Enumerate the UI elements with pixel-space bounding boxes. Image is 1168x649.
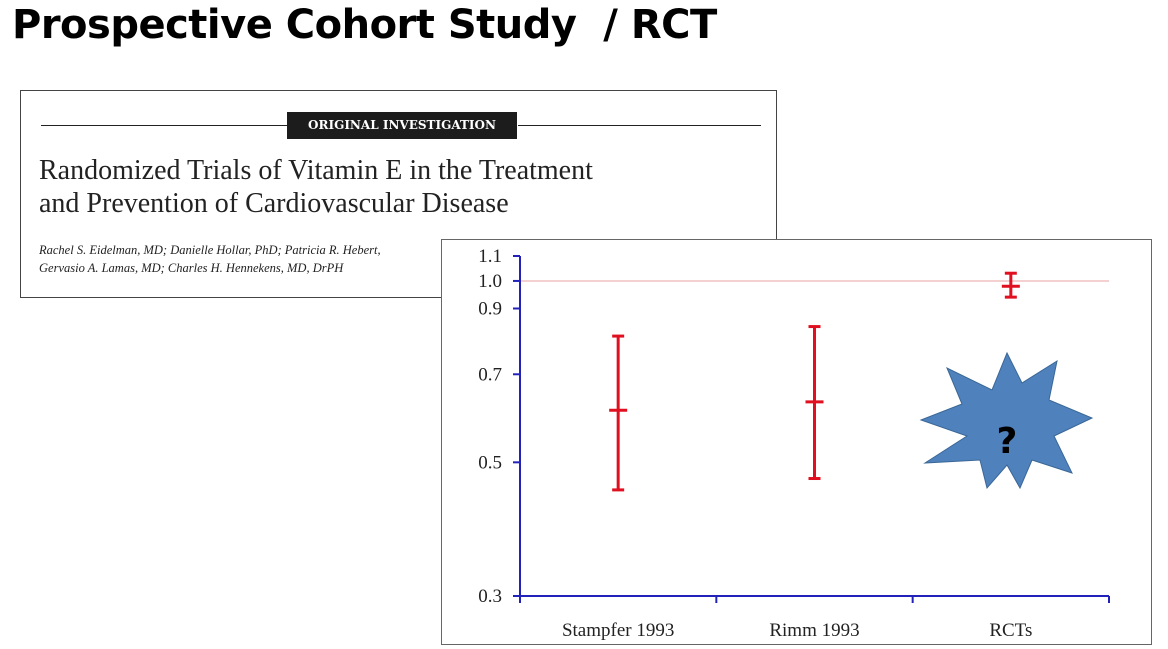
error-bar [805, 325, 824, 481]
x-tick-label: Rimm 1993 [769, 620, 859, 641]
header-rule-right [518, 125, 761, 126]
paper-authors: Rachel S. Eidelman, MD; Danielle Hollar,… [39, 241, 459, 277]
y-tick-label: 1.1 [478, 246, 502, 267]
slide-title: Prospective Cohort Study / RCT [12, 2, 717, 48]
y-ticks: 0.3 0.5 0.7 0.9 1.0 1.1 [478, 246, 520, 607]
x-ticks: Stampfer 1993 Rimm 1993 RCTs [519, 596, 1110, 641]
paper-header-card: ORIGINAL INVESTIGATION Randomized Trials… [20, 90, 777, 298]
y-tick-label: 0.9 [478, 299, 502, 320]
error-bar [609, 334, 628, 492]
original-investigation-badge: ORIGINAL INVESTIGATION [287, 112, 517, 139]
y-tick-label: 1.0 [478, 271, 502, 292]
question-mark-label: ? [997, 421, 1018, 462]
authors-line-2: Gervasio A. Lamas, MD; Charles H. Hennek… [39, 261, 344, 275]
forest-chart: 0.3 0.5 0.7 0.9 1.0 1.1 Stampfer 1993 Rimm 199… [478, 246, 1110, 641]
paper-title-line-1: Randomized Trials of Vitamin E in the Tr… [39, 155, 593, 186]
chart-card: 0.3 0.5 0.7 0.9 1.0 1.1 Stampfer 1993 Rimm 199… [441, 239, 1152, 645]
header-rule-left [41, 125, 303, 126]
y-tick-label: 0.5 [478, 452, 502, 473]
paper-title-line-2: and Prevention of Cardiovascular Disease [39, 188, 509, 219]
error-bars [609, 271, 1020, 492]
starburst-shape: ? [919, 351, 1094, 490]
y-tick-label: 0.7 [478, 364, 502, 385]
error-bar [1001, 271, 1020, 299]
x-tick-label: Stampfer 1993 [562, 620, 674, 641]
starburst-polygon [919, 351, 1094, 490]
paper-title: Randomized Trials of Vitamin E in the Tr… [39, 154, 739, 220]
x-tick-label: RCTs [989, 620, 1032, 641]
y-tick-label: 0.3 [478, 586, 502, 607]
authors-line-1: Rachel S. Eidelman, MD; Danielle Hollar,… [39, 243, 381, 257]
